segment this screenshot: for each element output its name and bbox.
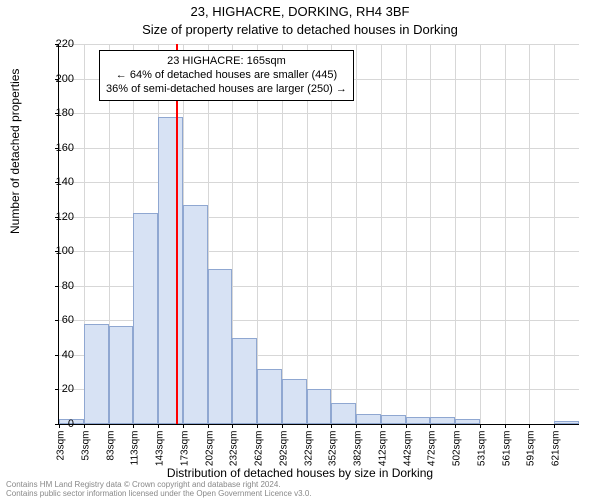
footer-text: Contains HM Land Registry data © Crown c… bbox=[6, 481, 312, 499]
xtick-mark bbox=[480, 424, 481, 428]
xtick-label: 591sqm bbox=[526, 431, 537, 481]
ytick-label: 40 bbox=[44, 349, 74, 361]
xtick-mark bbox=[455, 424, 456, 428]
histogram-bar bbox=[158, 117, 183, 424]
xtick-mark bbox=[183, 424, 184, 428]
histogram-bar bbox=[455, 419, 480, 424]
gridline-h bbox=[59, 44, 579, 45]
histogram-bar bbox=[430, 417, 455, 424]
chart-title-line1: 23, HIGHACRE, DORKING, RH4 3BF bbox=[0, 4, 600, 19]
gridline-h bbox=[59, 182, 579, 183]
gridline-v bbox=[406, 44, 407, 424]
ytick-label: 220 bbox=[44, 38, 74, 50]
xtick-label: 322sqm bbox=[303, 431, 314, 481]
xtick-mark bbox=[158, 424, 159, 428]
histogram-bar bbox=[331, 403, 356, 424]
xtick-label: 53sqm bbox=[80, 431, 91, 481]
gridline-v bbox=[505, 44, 506, 424]
histogram-bar bbox=[356, 414, 381, 424]
ytick-label: 140 bbox=[44, 176, 74, 188]
xtick-mark bbox=[84, 424, 85, 428]
annotation-line3: 36% of semi-detached houses are larger (… bbox=[106, 83, 347, 97]
gridline-h bbox=[59, 113, 579, 114]
xtick-mark bbox=[505, 424, 506, 428]
gridline-v bbox=[356, 44, 357, 424]
gridline-v bbox=[381, 44, 382, 424]
xtick-mark bbox=[133, 424, 134, 428]
histogram-bar bbox=[406, 417, 431, 424]
histogram-bar bbox=[84, 324, 109, 424]
xtick-mark bbox=[282, 424, 283, 428]
y-axis-label: Number of detached properties bbox=[8, 69, 22, 234]
ytick-label: 100 bbox=[44, 245, 74, 257]
xtick-mark bbox=[109, 424, 110, 428]
histogram-bar bbox=[381, 415, 406, 424]
xtick-label: 472sqm bbox=[427, 431, 438, 481]
xtick-label: 113sqm bbox=[130, 431, 141, 481]
gridline-h bbox=[59, 148, 579, 149]
xtick-mark bbox=[307, 424, 308, 428]
annotation-box: 23 HIGHACRE: 165sqm ← 64% of detached ho… bbox=[99, 50, 354, 101]
xtick-mark bbox=[232, 424, 233, 428]
plot-area: 23 HIGHACRE: 165sqm ← 64% of detached ho… bbox=[58, 44, 579, 425]
xtick-mark bbox=[529, 424, 530, 428]
xtick-label: 232sqm bbox=[229, 431, 240, 481]
gridline-v bbox=[529, 44, 530, 424]
chart-title-line2: Size of property relative to detached ho… bbox=[0, 22, 600, 37]
xtick-label: 531sqm bbox=[476, 431, 487, 481]
xtick-label: 143sqm bbox=[155, 431, 166, 481]
xtick-label: 292sqm bbox=[278, 431, 289, 481]
xtick-label: 173sqm bbox=[179, 431, 190, 481]
histogram-bar bbox=[307, 389, 332, 424]
xtick-label: 382sqm bbox=[353, 431, 364, 481]
gridline-v bbox=[554, 44, 555, 424]
ytick-label: 160 bbox=[44, 142, 74, 154]
gridline-v bbox=[480, 44, 481, 424]
histogram-bar bbox=[109, 326, 134, 424]
ytick-label: 20 bbox=[44, 383, 74, 395]
xtick-label: 502sqm bbox=[452, 431, 463, 481]
ytick-label: 80 bbox=[44, 280, 74, 292]
xtick-mark bbox=[381, 424, 382, 428]
xtick-mark bbox=[356, 424, 357, 428]
gridline-v bbox=[430, 44, 431, 424]
histogram-bar bbox=[232, 338, 257, 424]
xtick-label: 621sqm bbox=[551, 431, 562, 481]
xtick-mark bbox=[208, 424, 209, 428]
xtick-label: 202sqm bbox=[204, 431, 215, 481]
histogram-bar bbox=[282, 379, 307, 424]
xtick-label: 262sqm bbox=[254, 431, 265, 481]
ytick-label: 60 bbox=[44, 314, 74, 326]
ytick-label: 180 bbox=[44, 107, 74, 119]
histogram-bar bbox=[257, 369, 282, 424]
histogram-bar bbox=[208, 269, 233, 424]
xtick-mark bbox=[257, 424, 258, 428]
ytick-label: 200 bbox=[44, 73, 74, 85]
xtick-mark bbox=[406, 424, 407, 428]
xtick-label: 83sqm bbox=[105, 431, 116, 481]
xtick-mark bbox=[331, 424, 332, 428]
xtick-label: 352sqm bbox=[328, 431, 339, 481]
xtick-mark bbox=[430, 424, 431, 428]
histogram-bar bbox=[133, 213, 158, 424]
ytick-label: 120 bbox=[44, 211, 74, 223]
ytick-label: 0 bbox=[44, 418, 74, 430]
footer-line2: Contains public sector information licen… bbox=[6, 490, 312, 499]
chart-container: { "title_line1": "23, HIGHACRE, DORKING,… bbox=[0, 0, 600, 500]
xtick-mark bbox=[554, 424, 555, 428]
xtick-label: 442sqm bbox=[402, 431, 413, 481]
annotation-line1: 23 HIGHACRE: 165sqm bbox=[106, 55, 347, 69]
xtick-label: 23sqm bbox=[56, 431, 67, 481]
histogram-bar bbox=[183, 205, 208, 424]
gridline-v bbox=[455, 44, 456, 424]
xtick-label: 412sqm bbox=[377, 431, 388, 481]
histogram-bar bbox=[554, 421, 579, 424]
xtick-label: 561sqm bbox=[501, 431, 512, 481]
annotation-line2: ← 64% of detached houses are smaller (44… bbox=[106, 69, 347, 83]
